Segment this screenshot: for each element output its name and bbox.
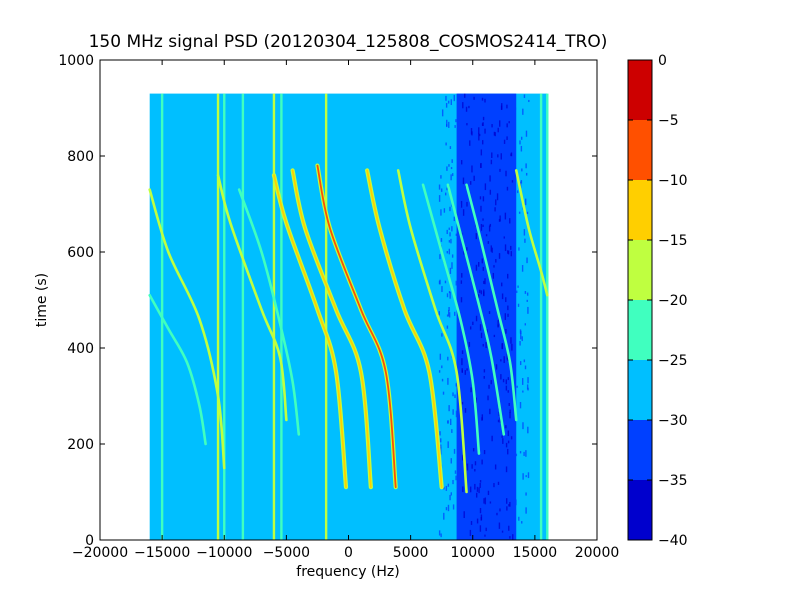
x-tick-label: 10000: [450, 545, 495, 561]
x-tick-label: −20000: [72, 545, 128, 561]
colorbar-segment: [628, 480, 652, 540]
colorbar-tick-label: −35: [658, 473, 688, 489]
drift-track: [465, 183, 518, 422]
y-tick-label: 1000: [58, 53, 94, 69]
y-tick-label: 200: [67, 437, 94, 453]
x-tick-label: −10000: [196, 545, 252, 561]
drift-track: [316, 164, 397, 489]
drift-track: [148, 188, 226, 470]
colorbar-tick-label: −40: [658, 533, 688, 549]
colorbar-tick-label: −5: [658, 113, 679, 129]
colorbar-segment: [628, 300, 652, 360]
x-tick-label: 15000: [513, 545, 558, 561]
colorbar-tick-label: −15: [658, 233, 688, 249]
chart-title: 150 MHz signal PSD (20120304_125808_COSM…: [89, 32, 608, 52]
x-tick-label: −5000: [263, 545, 310, 561]
colorbar-segment: [628, 420, 652, 480]
colorbar-segment: [628, 60, 652, 120]
colorbar-segment: [628, 180, 652, 240]
colorbar-segment: [628, 240, 652, 300]
colorbar-tick-label: −10: [658, 173, 688, 189]
x-tick-label: −15000: [134, 545, 190, 561]
drift-track: [514, 169, 549, 297]
y-tick-label: 400: [67, 341, 94, 357]
x-tick-label: 5000: [393, 545, 429, 561]
drift-track: [216, 173, 288, 422]
colorbar-tick-label: −30: [658, 413, 688, 429]
low-noise-band: [456, 93, 517, 540]
colorbar-tick-label: −25: [658, 353, 688, 369]
colorbar-tick-label: −20: [658, 293, 688, 309]
y-tick-label: 0: [85, 533, 94, 549]
drift-track: [273, 174, 347, 489]
low-noise-band-texture: [438, 93, 530, 540]
drift-track: [396, 169, 468, 494]
colorbar: 0 −5 −10 −15 −20 −25 −30 −35 −40: [627, 53, 688, 549]
drift-track: [366, 169, 443, 489]
x-axis-label: frequency (Hz): [296, 564, 399, 580]
colorbar-segment: [628, 360, 652, 420]
x-tick-label: 20000: [575, 545, 620, 561]
drift-track: [446, 183, 506, 436]
y-axis-label: time (s): [34, 273, 50, 327]
drift-track: [148, 293, 207, 446]
y-tick-label: 800: [67, 149, 94, 165]
y-axis: 0 200 400 600 800 1000: [58, 53, 597, 549]
y-tick-label: 600: [67, 245, 94, 261]
colorbar-tick-label: 0: [658, 53, 667, 69]
drift-track: [237, 188, 301, 436]
x-tick-label: 0: [344, 545, 353, 561]
heatmap-image: [148, 93, 549, 540]
x-axis: −20000 −15000 −10000 −5000 0 5000 10000 15000 20…: [72, 60, 619, 561]
drift-track: [421, 183, 481, 455]
colorbar-segment: [628, 120, 652, 180]
drift-track: [291, 169, 372, 489]
